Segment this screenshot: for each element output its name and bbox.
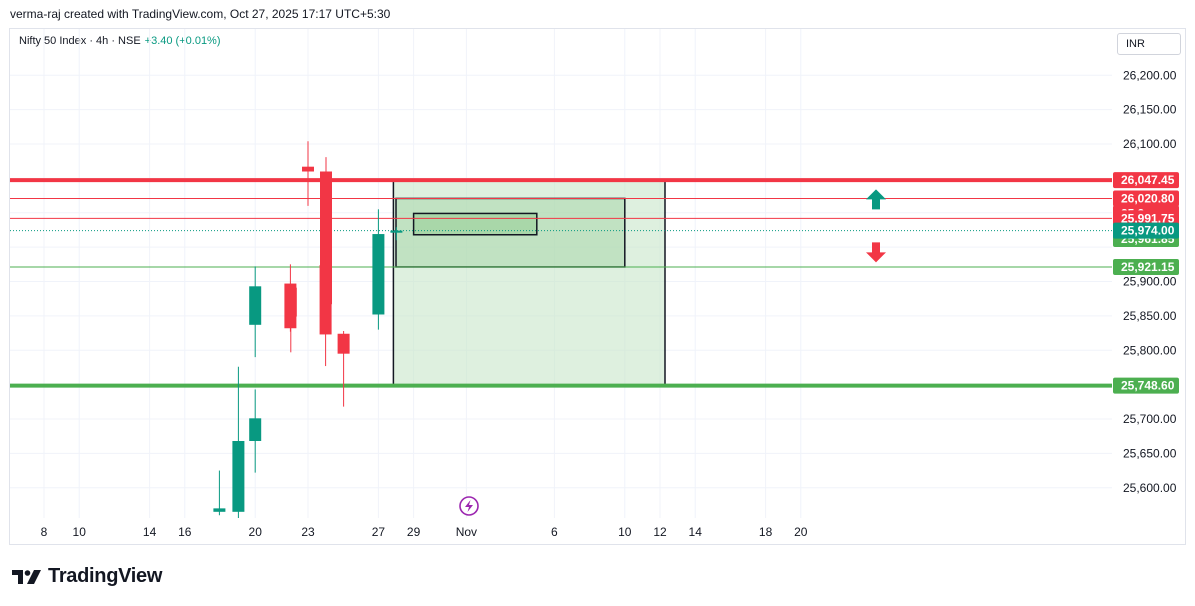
chart-frame <box>9 28 1186 545</box>
price-label-text: 25,974.00 <box>1121 224 1175 238</box>
level-lines <box>10 178 1112 388</box>
y-axis: 26,200.00 26,150.00 26,100.00 25,900.00 25,8… <box>1123 68 1177 495</box>
x-tick-label: 8 <box>41 525 48 539</box>
candles <box>213 141 403 518</box>
candle <box>337 331 350 407</box>
x-tick-label: 12 <box>653 525 667 539</box>
candle <box>372 209 385 330</box>
brand-name: TradingView <box>48 565 163 587</box>
x-tick-label: 29 <box>407 525 421 539</box>
currency-button[interactable]: INR <box>1117 33 1181 55</box>
price-label: 25,974.00 <box>1113 222 1179 239</box>
price-label: 25,991.75 <box>1113 210 1179 227</box>
x-tick-label: 20 <box>249 525 263 539</box>
tradingview-logo-icon <box>12 569 41 584</box>
zones <box>392 179 666 387</box>
candle <box>284 264 297 332</box>
price-label-text: 26,020.80 <box>1121 191 1175 205</box>
price-label-text: 26,047.45 <box>1121 173 1175 187</box>
x-tick-label: 16 <box>178 525 192 539</box>
price-labels: 25,9~~.~~25,961.8525,921.1525,748.6026,0… <box>1113 172 1179 394</box>
lightning-bolt <box>465 500 473 512</box>
candle-body <box>232 441 245 512</box>
event-marker[interactable] <box>459 496 479 516</box>
price-label-bg <box>1113 222 1179 239</box>
tradingview-brand: TradingView <box>12 565 162 588</box>
price-label-bg <box>1113 377 1179 394</box>
candle-body <box>249 286 262 325</box>
candle-body <box>249 418 262 441</box>
y-tick-label: 25,600.00 <box>1123 481 1177 495</box>
arrows <box>866 189 886 263</box>
y-tick-label: 25,900.00 <box>1123 275 1177 289</box>
x-tick-label: 20 <box>794 525 808 539</box>
candle <box>249 389 262 473</box>
y-tick-label: 26,150.00 <box>1123 103 1177 117</box>
price-label-bg <box>1113 210 1179 227</box>
x-tick-label: 14 <box>143 525 157 539</box>
up-arrow-icon <box>866 189 886 210</box>
candle <box>213 470 226 516</box>
x-axis: 8 10 14 16 20 23 27 29 Nov 6 10 12 14 18 20 <box>41 525 808 539</box>
candle <box>249 266 262 358</box>
candle <box>319 254 332 367</box>
price-change: +3.40 (+0.01%) <box>144 35 221 47</box>
candle-body <box>213 508 226 512</box>
y-tick-label: 25,850.00 <box>1123 309 1177 323</box>
candle-body <box>372 234 385 315</box>
x-tick-label: 10 <box>618 525 632 539</box>
x-tick-label: 6 <box>551 525 558 539</box>
price-label-bg <box>1113 172 1179 189</box>
x-tick-label: 10 <box>73 525 87 539</box>
chart-attribution: verma-raj created with TradingView.com, … <box>10 7 391 21</box>
price-label: 26,020.80 <box>1113 190 1179 207</box>
price-label: 26,047.45 <box>1113 172 1179 189</box>
y-tick-label: 25,800.00 <box>1123 343 1177 357</box>
candle <box>302 141 314 206</box>
price-label: 25,921.15 <box>1113 258 1179 275</box>
price-label-text: 25,991.75 <box>1121 211 1175 225</box>
candle <box>232 366 245 518</box>
candle-body <box>337 333 350 354</box>
candle-body <box>284 283 297 329</box>
inner-zone <box>412 212 538 236</box>
price-label: 25,748.60 <box>1113 377 1179 394</box>
x-tick-label: 23 <box>301 525 315 539</box>
symbol-name: Nifty 50 Index · 4h · NSE <box>19 35 141 47</box>
price-label-bg <box>1113 258 1179 275</box>
x-tick-label: 14 <box>689 525 703 539</box>
symbol-legend[interactable]: Nifty 50 Index · 4h · NSE +3.40 (+0.01%) <box>19 35 221 47</box>
y-tick-label: 26,200.00 <box>1123 68 1177 82</box>
x-tick-label: 18 <box>759 525 773 539</box>
price-label-text: 25,921.15 <box>1121 260 1175 274</box>
candle-body <box>390 230 403 233</box>
candle-body <box>319 265 332 335</box>
price-label-bg <box>1113 190 1179 207</box>
price-label-text: 25,748.60 <box>1121 379 1175 393</box>
x-tick-label: 27 <box>372 525 386 539</box>
y-tick-label: 26,100.00 <box>1123 137 1177 151</box>
down-arrow-icon <box>866 242 886 263</box>
candle <box>390 227 403 241</box>
candle-body <box>302 166 314 172</box>
y-tick-label: 25,700.00 <box>1123 412 1177 426</box>
x-tick-label: Nov <box>456 525 477 539</box>
y-tick-label: 25,650.00 <box>1123 446 1177 460</box>
